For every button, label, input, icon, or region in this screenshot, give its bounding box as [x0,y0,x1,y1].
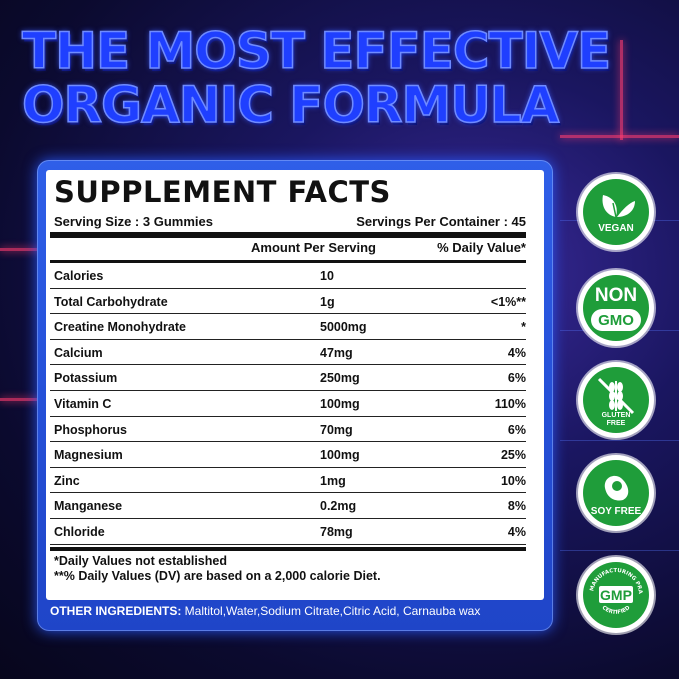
nutrient-row: Calcium 47mg 4% [50,340,526,366]
wheat-icon [597,377,635,415]
neon-line [0,248,46,251]
non-gmo-line-1: NON [594,285,638,306]
nutrient-name: Total Carbohydrate [54,294,168,309]
column-headers: Amount Per Serving % Daily Value* [54,240,526,260]
nutrient-dv: 4% [507,524,526,539]
nutrient-dv: 6% [507,422,526,437]
nutrient-amount: 10 [320,269,334,283]
soy-free-badge: SOY FREE [578,455,654,531]
nutrient-dv: 110% [494,396,526,411]
svg-text:CERTIFIED: CERTIFIED [601,605,632,616]
gmp-seal-icon: GOOD MANUFACTURING PRACTICE CERTIFIED [583,562,643,616]
nutrient-dv: 25% [500,448,526,463]
footnote-dv-not-established: *Daily Values not established [54,554,227,568]
grid-line [560,440,679,441]
neon-line [560,135,679,138]
ingredients-label: OTHER INGREDIENTS: [50,604,182,618]
grid-line [560,550,679,551]
nutrient-row: Creatine Monohydrate 5000mg * [50,314,526,340]
vegan-label: VEGAN [598,223,634,234]
nutrient-amount: 0.2mg [320,499,357,514]
nutrient-row: Calories 10 [50,263,526,289]
leaf-icon [602,195,635,218]
nutrient-dv: <1%** [490,294,526,309]
nutrient-row: Potassium 250mg 6% [50,365,526,391]
nutrient-name: Calories [54,269,104,283]
nutrient-name: Potassium [54,371,118,386]
nutrient-amount: 47mg [320,345,353,360]
nutrient-name: Chloride [54,524,105,539]
non-gmo-line-2: GMO [598,312,634,329]
soybean-icon [604,475,629,501]
nutrient-name: Manganese [54,499,123,514]
nutrient-row: Vitamin C 100mg 110% [50,391,526,417]
other-ingredients: OTHER INGREDIENTS: Maltitol,Water,Sodium… [50,604,480,618]
gmp-label: GMP [600,587,632,603]
gmp-ring-bottom: CERTIFIED [601,605,632,616]
nutrient-dv: 10% [500,473,526,488]
nutrient-row: Zinc 1mg 10% [50,468,526,494]
nutrient-dv: * [521,320,526,335]
nutrient-row: Chloride 78mg 4% [50,519,526,545]
nutrient-amount: 100mg [320,396,360,411]
nutrient-amount: 78mg [320,524,353,539]
nutrient-row: Phosphorus 70mg 6% [50,417,526,443]
gmp-badge: GOOD MANUFACTURING PRACTICE CERTIFIED GM… [578,557,654,633]
footnote-dv-basis: **% Daily Values (DV) are based on a 2,0… [54,569,381,583]
gluten-free-line-1: GLUTEN [601,412,631,419]
nutrient-name: Phosphorus [54,422,127,437]
servings-per-container: Servings Per Container : 45 [356,214,526,229]
serving-size: Serving Size : 3 Gummies [54,214,213,229]
col-dv-header: % Daily Value* [437,240,526,255]
nutrient-dv: 6% [507,371,526,386]
headline-line-1: THE MOST EFFECTIVE [21,22,612,80]
nutrient-amount: 5000mg [320,320,367,335]
supplement-facts-card: SUPPLEMENT FACTS Serving Size : 3 Gummie… [46,170,544,600]
col-amount-header: Amount Per Serving [251,240,376,255]
nutrient-row: Manganese 0.2mg 8% [50,493,526,519]
nutrient-name: Zinc [54,473,80,488]
nutrient-name: Vitamin C [54,396,112,411]
nutrient-amount: 100mg [320,448,360,463]
nutrient-name: Creatine Monohydrate [54,320,186,335]
divider-thin [50,260,526,263]
soy-free-label: SOY FREE [590,506,642,517]
nutrient-amount: 1mg [320,473,346,488]
gluten-free-badge: GLUTEN FREE [578,362,654,438]
facts-title: SUPPLEMENT FACTS [54,175,391,209]
non-gmo-badge: NON GMO [578,270,654,346]
nutrient-name: Calcium [54,345,103,360]
nutrient-amount: 1g [320,294,335,309]
nutrient-row: Total Carbohydrate 1g <1%** [50,289,526,315]
ingredients-value: Maltitol,Water,Sodium Citrate,Citric Aci… [181,604,481,618]
nutrient-dv: 4% [507,345,526,360]
nutrient-dv: 8% [507,499,526,514]
headline: THE MOST EFFECTIVE ORGANIC FORMULA [21,22,622,134]
non-gmo-pill [591,309,641,331]
headline-line-2: ORGANIC FORMULA [21,76,560,134]
vegan-badge: VEGAN [578,174,654,250]
neon-line [620,40,623,140]
nutrient-name: Magnesium [54,448,123,463]
nutrient-amount: 70mg [320,422,353,437]
neon-line [0,398,46,401]
nutrient-amount: 250mg [320,371,360,386]
gluten-free-line-2: FREE [606,420,626,427]
nutrient-row: Magnesium 100mg 25% [50,442,526,468]
divider-thick [50,547,526,551]
divider-thick [50,232,526,238]
nutrient-table: Calories 10 Total Carbohydrate 1g <1%** Creat… [50,263,526,545]
